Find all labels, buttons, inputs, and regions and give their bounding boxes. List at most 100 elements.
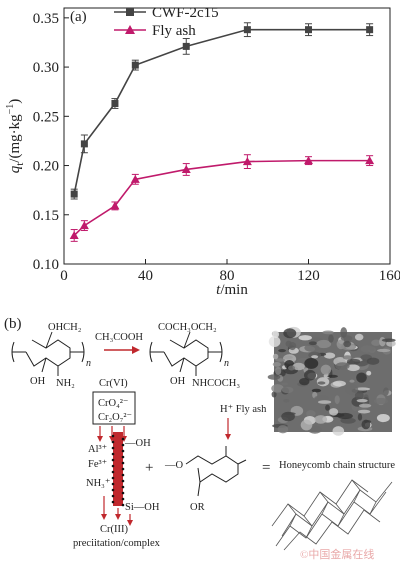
sem-grain [381,338,396,343]
crvi-label: Cr(VI) [99,378,128,389]
sem-grain [373,397,389,405]
fragment-structure [185,446,247,497]
point-flyash [110,201,120,210]
adsorbent-dots [111,434,125,507]
bar-dot [121,443,125,447]
criii-label: Cr(III) [100,524,128,535]
sem-grain [303,369,317,381]
fragment-or: OR [190,502,205,513]
oh-right: —OH [124,438,151,449]
y-tick-label: 0.25 [33,109,59,125]
sem-grain [298,335,312,341]
mechanism-scheme: (b) OHCH₂ OH NH₂ n CH₃COOH COCH₃OCH₂ OH … [4,316,396,561]
sem-grain [283,328,297,339]
sem-grain [323,352,336,359]
bar-dot [121,479,125,483]
bar-dot [111,470,115,474]
sem-grain [340,417,356,424]
sem-grain [376,413,390,423]
x-tick-label: 40 [138,268,153,284]
bar-dot [121,455,125,459]
sem-grain [292,362,305,371]
bar-dot [111,482,115,486]
point-flyash [304,156,313,165]
y-tick-label: 0.30 [33,60,59,76]
point-flyash [181,164,191,173]
sem-grain [346,364,360,372]
bar-dot [121,449,125,453]
y-tick-label: 0.35 [33,11,59,27]
sem-grain [329,408,339,416]
x-tick-label: 120 [297,268,320,284]
sem-grain [360,345,375,353]
sem-grain [357,413,363,421]
equals-sign: = [262,460,270,476]
sem-grain [275,358,286,362]
watermark: ©中国金属在线 [300,547,374,561]
sem-grain [322,330,334,335]
legend-label-cwf: CWF-2c15 [152,5,219,21]
sem-grain [308,341,317,346]
point-cwf [111,100,119,108]
bar-dot [111,452,115,456]
legend-marker-flyash [125,25,135,34]
h-fly-ash: H⁺ Fly ash [220,404,267,415]
bar-dot [111,494,115,498]
sem-grain [332,380,346,387]
sem-grain [328,334,334,343]
nh3-ion: NH₃⁺ [86,478,110,489]
y-tick-label: 0.20 [33,159,59,175]
y-ticks: 0.10 0.15 0.20 0.25 0.30 0.35 [33,11,69,273]
sem-grain [327,374,338,378]
sem-grain [300,419,313,431]
sem-grain [288,341,297,351]
sem-grain [278,349,286,353]
chitosan-structure [11,331,85,376]
sem-grain [337,412,353,420]
acetyl-substituent: COCH₃OCH₂ [158,322,217,333]
bar-dot [121,503,125,507]
sem-grain [267,374,281,380]
chitosan-nh2: NH₂ [56,378,75,389]
sem-grain [340,327,348,338]
bar-dot [121,461,125,465]
sem-grain [317,381,326,385]
sem-grain [275,366,282,376]
sem-grain [371,339,382,346]
sem-grain [320,364,332,375]
x-tick-label: 80 [220,268,235,284]
sem-grain [355,387,371,391]
acetylated-structure [149,331,223,376]
bar-dot [121,485,125,489]
series-line-flyash [73,159,370,237]
point-flyash [365,156,375,165]
y-tick-label: 0.10 [33,257,59,273]
sem-grain [281,386,294,394]
fly-ash-arrowhead [225,434,231,440]
panel-label-a: (a) [70,9,87,25]
bar-dot [121,437,125,441]
point-cwf [243,26,251,34]
point-flyash [242,157,252,166]
sem-grain [383,387,389,396]
sem-grain [314,415,328,424]
bar-dot [111,500,115,504]
sem-grain [366,370,372,376]
sem-grain [283,398,290,403]
sem-grain [272,353,279,360]
sem-grain [377,348,391,353]
kinetics-chart: (a) 0 40 80 120 160 0.10 0.15 0.20 0.25 0.30 0.35… [5,5,400,298]
sem-grain [277,425,289,434]
precipitation-label: preciitation/complex [73,538,161,549]
point-cwf [182,42,190,50]
sem-grain [358,403,372,408]
fragment-o: —O [164,460,184,471]
sem-grain [356,372,367,383]
acetyl-oh: OH [170,376,186,387]
bar-dot [111,488,115,492]
honeycomb-label: Honeycomb chain structure [279,460,395,471]
sem-grain [316,339,332,349]
sem-grain [268,336,281,347]
y-tick-label: 0.15 [33,208,59,224]
sem-grain [343,340,352,348]
